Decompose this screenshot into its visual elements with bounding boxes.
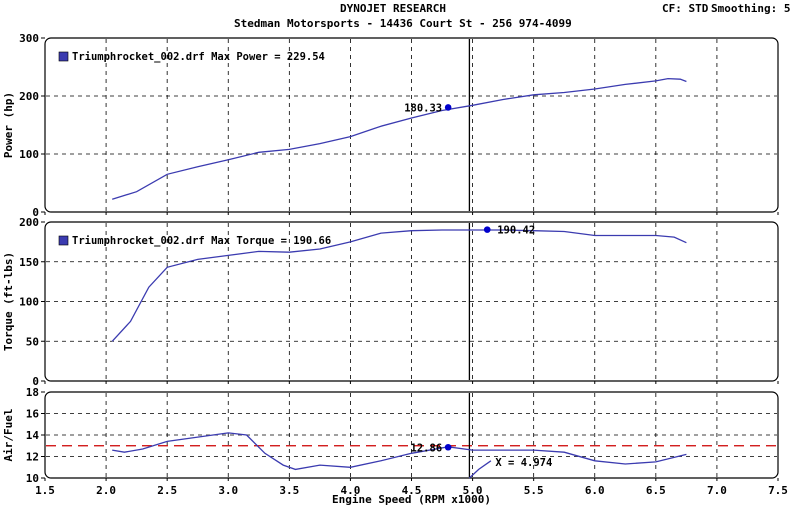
- power-ytick-label: 200: [19, 90, 39, 103]
- power-marker-point: [444, 104, 452, 111]
- afr-marker-point: [444, 443, 452, 451]
- power-ytick-label: 0: [32, 206, 39, 219]
- xtick-label: 4.5: [402, 484, 422, 497]
- torque-legend-label: Triumphrocket_002.drf Max Torque = 190.6…: [72, 235, 331, 247]
- torque-ytick-label: 200: [19, 216, 39, 229]
- torque-ytick-label: 100: [19, 296, 39, 309]
- xaxis-title: Engine Speed (RPM x1000): [332, 493, 491, 506]
- xtick-label: 3.0: [218, 484, 238, 497]
- power-ytick-label: 100: [19, 148, 39, 161]
- xtick-label: 6.0: [585, 484, 605, 497]
- xtick-label: 2.0: [96, 484, 116, 497]
- header-subtitle: Stedman Motorsports - 14436 Court St - 2…: [234, 17, 572, 30]
- xtick-label: 4.0: [340, 484, 360, 497]
- torque-legend-swatch: [58, 235, 69, 246]
- power-ytick-label: 300: [19, 32, 39, 45]
- afr-ytick-label: 10: [26, 472, 39, 485]
- cf-label: CF: STD: [662, 2, 709, 15]
- afr-series-line-0: [112, 432, 687, 471]
- afr-ytick-label: 16: [26, 408, 40, 421]
- xtick-label: 7.0: [707, 484, 727, 497]
- afr-series-line-1: [468, 460, 492, 479]
- torque-marker-label: 190.42: [497, 225, 535, 237]
- afr-ytick-label: 12: [26, 451, 39, 464]
- xtick-label: 1.5: [35, 484, 55, 497]
- xtick-label: 3.5: [279, 484, 299, 497]
- smoothing-label: Smoothing: 5: [711, 2, 791, 15]
- torque-series-line-0: [111, 229, 687, 342]
- xtick-label: 5.0: [463, 484, 483, 497]
- header-title: DYNOJET RESEARCH: [340, 2, 446, 15]
- afr-ytick-label: 14: [26, 429, 40, 442]
- torque-panel: 0 50 100 150 200 Torque (ft-lbs) 190.42 Triumph…: [2, 216, 779, 388]
- torque-ylabel: Torque (ft-lbs): [2, 252, 15, 351]
- power-ylabel: Power (hp): [2, 92, 15, 158]
- xtick-label: 7.5: [768, 484, 788, 497]
- power-marker-label: 180.33: [404, 102, 442, 114]
- power-panel: 0 100 200 300 Power (hp) 180.33 Triumphrocket_…: [2, 32, 779, 219]
- afr-panel: 10 12 14 16 18 Air/Fuel 1.5 2.0 2.5 3.0 3.5 4.0 4.5 5…: [2, 386, 788, 506]
- xtick-label: 6.5: [646, 484, 666, 497]
- power-legend-swatch: [58, 51, 69, 62]
- power-legend-label: Triumphrocket_002.drf Max Power = 229.54: [72, 51, 325, 63]
- torque-ytick-label: 150: [19, 256, 39, 269]
- cursor-readout: X = 4.974: [495, 457, 552, 469]
- afr-ytick-label: 18: [26, 386, 39, 399]
- afr-ylabel: Air/Fuel: [2, 409, 15, 462]
- power-series-line-0: [112, 77, 687, 200]
- xtick-label: 5.5: [524, 484, 544, 497]
- xtick-label: 2.5: [157, 484, 177, 497]
- torque-ytick-label: 0: [32, 375, 39, 388]
- torque-ytick-label: 50: [26, 335, 39, 348]
- afr-marker-label: 12.86: [411, 442, 443, 454]
- torque-marker-point: [483, 226, 491, 233]
